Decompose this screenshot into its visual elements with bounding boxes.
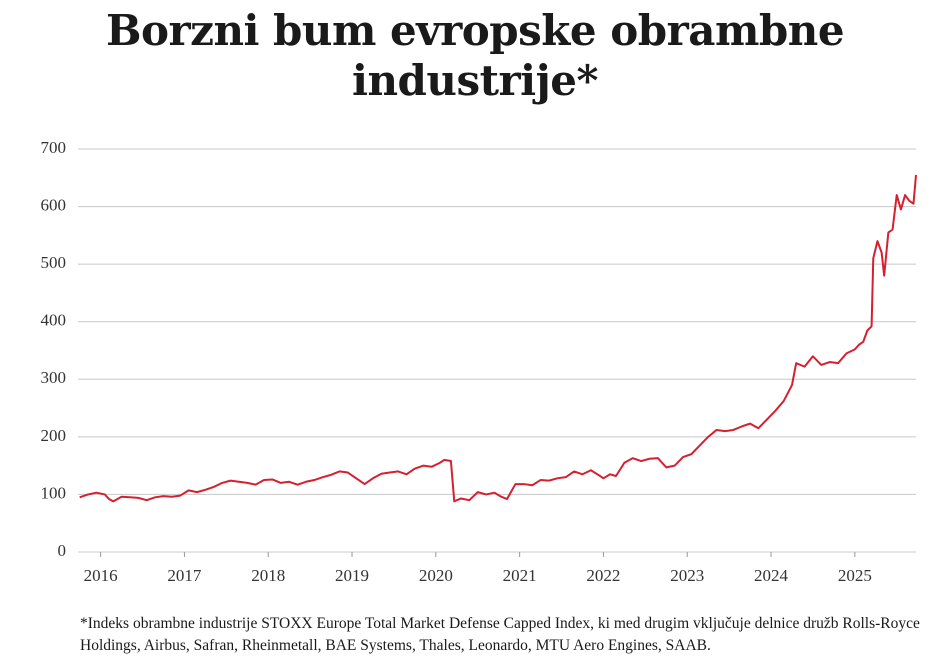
y-tick-label: 700 — [41, 138, 67, 157]
x-tick-label: 2019 — [335, 566, 369, 585]
x-tick-label: 2017 — [167, 566, 202, 585]
chart-title: Borzni bum evropske obrambne industrije* — [105, 6, 845, 105]
y-tick-label: 100 — [41, 483, 67, 502]
x-tick-label: 2024 — [754, 566, 789, 585]
y-tick-label: 400 — [41, 311, 67, 330]
y-tick-label: 200 — [41, 426, 67, 445]
x-tick-label: 2021 — [503, 566, 537, 585]
x-tick-label: 2022 — [586, 566, 620, 585]
x-tick-label: 2025 — [838, 566, 872, 585]
y-tick-label: 0 — [58, 541, 67, 560]
y-tick-label: 500 — [41, 253, 67, 272]
x-tick-label: 2016 — [84, 566, 118, 585]
x-tick-label: 2020 — [419, 566, 453, 585]
line — [79, 174, 917, 503]
footnote: *Indeks obrambne industrije STOXX Europe… — [80, 615, 920, 654]
y-tick-label: 300 — [41, 368, 67, 387]
y-tick-label: 600 — [41, 195, 67, 214]
x-tick-label: 2023 — [670, 566, 704, 585]
x-tick-label: 2018 — [251, 566, 285, 585]
